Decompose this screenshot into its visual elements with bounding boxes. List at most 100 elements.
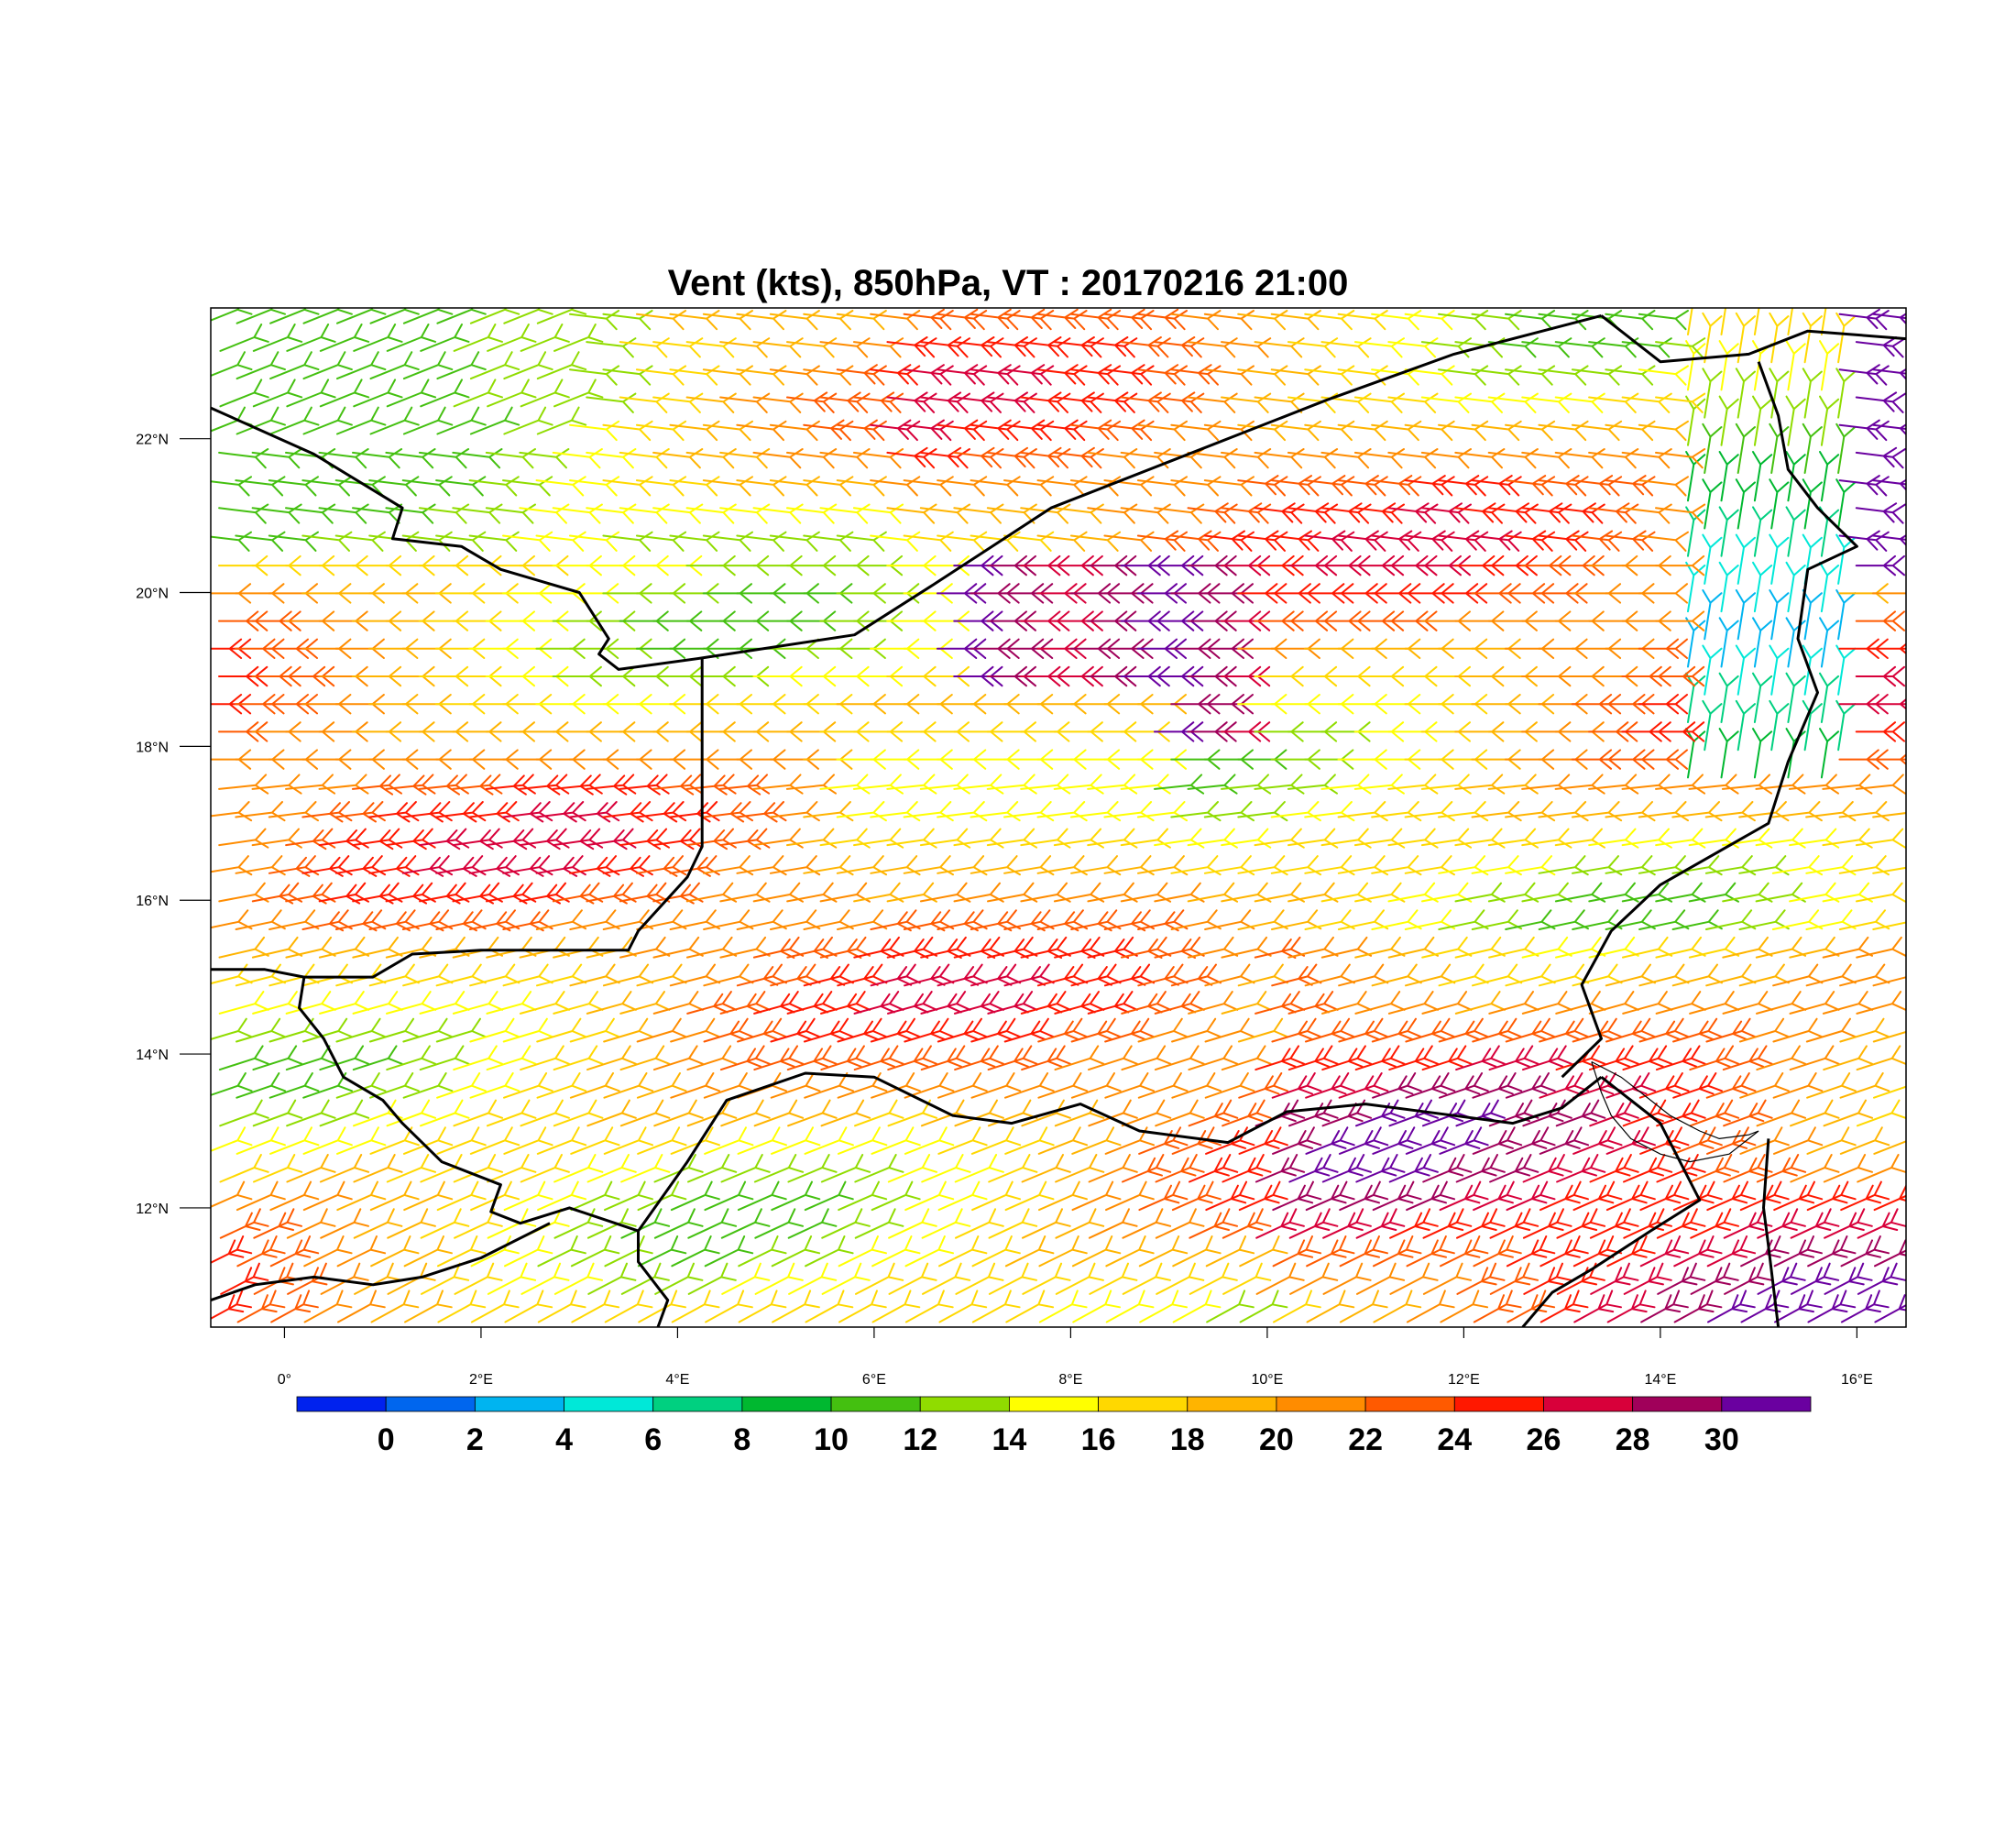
wind-barb [1606,1290,1656,1323]
wind-barb [385,882,436,905]
wind-barb [619,665,669,687]
wind-barb [1304,909,1355,930]
wind-barb [871,1126,921,1155]
wind-barb [871,1072,921,1099]
wind-barb [652,554,703,576]
wind-barb [1506,1235,1556,1268]
wind-barb [535,638,586,659]
colorbar-label: 2 [466,1422,484,1457]
wind-barb [987,936,1038,959]
wind-barb [1422,1262,1472,1295]
wind-barb [1320,610,1371,631]
wind-barb [805,1290,854,1323]
wind-barb [1487,721,1538,742]
wind-barb [870,749,920,770]
wind-barb [1171,1017,1222,1043]
wind-barb [1521,554,1572,576]
wind-barb [1103,909,1155,932]
wind-barb [303,1235,353,1268]
wind-barb [1707,1290,1756,1323]
wind-barb [1004,1180,1055,1212]
wind-barb [987,1045,1038,1071]
lat-tick-label: 22°N [136,433,169,448]
wind-barb [452,882,503,905]
colorbar-swatch [919,1396,1010,1412]
wind-barb [1203,694,1254,715]
wind-barb [452,721,502,742]
wind-barb [1718,340,1739,391]
wind-barb [1504,583,1555,604]
wind-barb [1605,694,1655,715]
wind-barb [1454,991,1506,1015]
wind-barb [469,1072,520,1099]
wind-barb [904,963,955,987]
wind-barb [1605,638,1655,659]
wind-barb [1087,991,1138,1015]
wind-barb [285,774,336,795]
wind-barb [1702,423,1723,474]
wind-barb [1272,1126,1322,1155]
wind-barb [1689,1045,1740,1071]
colorbar-label: 24 [1437,1422,1472,1457]
wind-barb [1756,1154,1807,1183]
wind-barb [1020,936,1071,959]
wind-barb [819,554,870,576]
wind-barb [1673,1290,1723,1323]
wind-barb [604,1290,653,1323]
wind-barb [771,1126,821,1155]
colorbar-swatch [296,1396,387,1412]
wind-barb [418,554,469,576]
wind-barb [1556,1262,1605,1295]
wind-barb [1021,1045,1071,1071]
wind-barb [1154,991,1205,1015]
wind-barb [736,583,786,604]
lake-chad-outline [1591,1060,1759,1163]
wind-barb [334,749,385,770]
wind-barb [1170,583,1221,604]
wind-barb [211,1017,253,1041]
wind-barb [820,991,871,1015]
wind-barb [1806,1180,1857,1212]
lat-tick-label: 14°N [136,1048,169,1063]
wind-barb [819,882,871,903]
wind-barb [251,721,301,742]
wind-barb [1522,1045,1572,1071]
wind-barb [1003,749,1054,770]
wind-barb [487,1262,537,1295]
wind-barb [602,694,652,715]
wind-barb [687,1262,737,1295]
wind-barb [469,1126,520,1155]
wind-barb [1835,478,1857,530]
wind-barb [1288,1154,1339,1183]
wind-barb [586,1099,637,1127]
wind-barb [1055,1262,1104,1295]
wind-barb [236,351,286,380]
wind-barb [1255,1262,1305,1295]
wind-barb [1036,749,1087,770]
wind-barb [787,1208,838,1239]
lon-tick-label: 8°E [1058,1372,1082,1388]
wind-barb [819,721,870,742]
wind-barb [318,774,369,795]
wind-barb [1788,774,1839,795]
wind-barb [1239,1290,1288,1323]
wind-barb [301,749,352,770]
wind-barb [1221,991,1272,1015]
wind-barb [953,610,1003,631]
wind-barb [302,308,353,324]
wind-barb [251,610,301,631]
wind-barb [953,665,1003,687]
wind-barb [520,324,570,352]
wind-barb [385,610,435,631]
wind-barb [772,1290,820,1323]
wind-barb [1571,638,1622,659]
wind-barb [1756,991,1807,1015]
wind-barb [1752,506,1773,557]
wind-barb [1855,721,1905,742]
wind-barb [1339,1290,1388,1323]
wind-barb [520,1154,570,1183]
wind-barb [1755,882,1806,903]
wind-barb [553,1262,603,1295]
wind-barb [1053,882,1105,903]
wind-barb [803,583,853,604]
